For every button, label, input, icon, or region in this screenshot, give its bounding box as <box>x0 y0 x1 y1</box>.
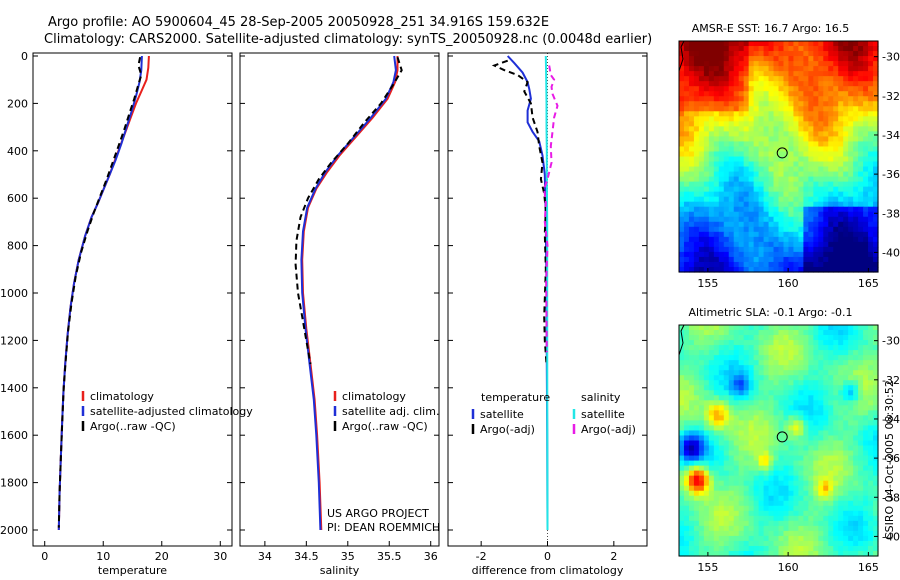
salinity-xtick-label: 35 <box>341 550 355 563</box>
temperature-legend-label: climatology <box>90 390 154 403</box>
footer-timestamp: CSIRO 04-Oct-2005 08:30:52 <box>883 380 896 540</box>
sla_map-heatmap-cells <box>679 325 879 557</box>
salinity-xtick-label: 34 <box>258 550 272 563</box>
difference-legend-title: temperature <box>481 391 550 404</box>
salinity-profile-panel: 34 34.5 35 35.5 36 salinity climatology satelli… <box>239 52 440 577</box>
depth-tick-label: 1400 <box>0 382 28 395</box>
salinity-xtick-label: 36 <box>424 550 438 563</box>
sst_map-xtick-label: 155 <box>697 277 718 290</box>
temperature-legend-label: Argo(..raw -QC) <box>90 420 176 433</box>
sst_map-xtick-label: 160 <box>778 277 799 290</box>
difference-legend-label: Argo(-adj) <box>480 423 535 436</box>
difference-legend-label: satellite <box>581 408 625 421</box>
difference-series-satellite-temperature <box>506 55 549 531</box>
difference-legend-label: Argo(-adj) <box>581 423 636 436</box>
sla_map-axes-frame <box>678 324 879 557</box>
depth-tick-label: 1000 <box>0 287 28 300</box>
temperature-series-satellite-adjusted-climatology <box>57 55 143 531</box>
depth-tick-label: 1800 <box>0 477 28 490</box>
difference-series-argo-adj--salinity <box>543 65 559 353</box>
difference-xtick-label: -2 <box>476 550 487 563</box>
header-title-line1: Argo profile: AO 5900604_45 28-Sep-2005 … <box>48 15 549 30</box>
salinity-legend-label: Argo(..raw -QC) <box>342 420 428 433</box>
temperature-xtick-label: 30 <box>213 550 227 563</box>
sla_map-xtick-label: 160 <box>778 561 799 574</box>
credit-line-2: PI: DEAN ROEMMICH <box>327 521 440 534</box>
difference-xtick-label: 2 <box>610 550 617 563</box>
sla_map-coastline <box>678 324 685 356</box>
sst_map-xtick-label: 165 <box>858 277 879 290</box>
difference-legend-label: satellite <box>480 408 524 421</box>
sst_map-axes-frame <box>678 40 879 273</box>
sst_map-ytick-label: -40 <box>882 246 900 259</box>
sst_map-ytick-label: -30 <box>882 51 900 64</box>
salinity-xtick-label: 34.5 <box>294 550 319 563</box>
depth-tick-label: 200 <box>7 97 28 110</box>
sst_map-ytick-label: -38 <box>882 207 900 220</box>
depth-tick-label: 800 <box>7 240 28 253</box>
temperature-legend-label: satellite-adjusted climatology <box>90 405 253 418</box>
depth-tick-label: 400 <box>7 145 28 158</box>
sla_map-ytick-label: -38 <box>882 491 900 504</box>
temperature-xtick-label: 0 <box>41 550 48 563</box>
sla_map-xtick-label: 165 <box>858 561 879 574</box>
salinity-legend-label: climatology <box>342 390 406 403</box>
depth-tick-label: 2000 <box>0 524 28 537</box>
sst-map-panel: 155 160 165 -30 -32 -34 -36 -38 -40 AMSR-E SST: 1… <box>678 22 900 290</box>
sla_map-xtick-label: 155 <box>697 561 718 574</box>
difference-series-argo-adj--temperature <box>491 59 548 365</box>
difference-legend-title: salinity <box>581 391 621 404</box>
sla_map-ytick-label: -32 <box>882 374 900 387</box>
sla_map-argo-location-marker <box>776 431 788 443</box>
sst_map-title: AMSR-E SST: 16.7 Argo: 16.5 <box>692 22 850 35</box>
temperature-axes-frame <box>32 52 233 547</box>
salinity-xlabel: salinity <box>320 564 360 577</box>
sst_map-ytick-label: -34 <box>882 129 900 142</box>
salinity-xtick-label: 35.5 <box>377 550 402 563</box>
temperature-xlabel: temperature <box>98 564 167 577</box>
temperature-series-argo-raw-qc- <box>57 56 143 528</box>
sla_map-ytick-label: -30 <box>882 335 900 348</box>
salinity-series-climatology <box>301 56 399 531</box>
depth-tick-label: 600 <box>7 192 28 205</box>
salinity-legend-label: satellite adj. clim. <box>342 405 439 418</box>
temperature-profile-panel: 0 10 20 30 0 200 400 600 800 1000 1200 1400 1600 1800… <box>0 50 253 577</box>
header-title-line2: Climatology: CARS2000. Satellite-adjuste… <box>44 32 652 47</box>
depth-tick-label: 1200 <box>0 334 28 347</box>
sla_map-title: Altimetric SLA: -0.1 Argo: -0.1 <box>689 306 853 319</box>
sla_map-ytick-label: -34 <box>882 413 900 426</box>
sla_map-ytick-label: -36 <box>882 452 900 465</box>
depth-tick-label: 0 <box>21 50 28 63</box>
sst_map-heatmap-cells <box>679 41 879 273</box>
difference-xlabel: difference from climatology <box>472 564 624 577</box>
sla_map-ytick-label: -40 <box>882 530 900 543</box>
depth-tick-label: 1600 <box>0 429 28 442</box>
temperature-xtick-label: 10 <box>96 550 110 563</box>
salinity-series-argo-raw-qc- <box>294 56 403 365</box>
salinity-axes-frame <box>239 52 440 547</box>
temperature-xtick-label: 20 <box>155 550 169 563</box>
sst_map-ytick-label: -32 <box>882 90 900 103</box>
difference-xtick-label: 0 <box>544 550 551 563</box>
sla-map-panel: 155 160 165 -30 -32 -34 -36 -38 -40 Altimetric SL… <box>678 306 900 574</box>
sst_map-coastline <box>678 40 685 72</box>
salinity-series-satellite-adj-clim- <box>300 55 397 531</box>
sst_map-ytick-label: -36 <box>882 168 900 181</box>
credit-line-1: US ARGO PROJECT <box>327 507 429 520</box>
sst_map-argo-location-marker <box>776 147 788 159</box>
